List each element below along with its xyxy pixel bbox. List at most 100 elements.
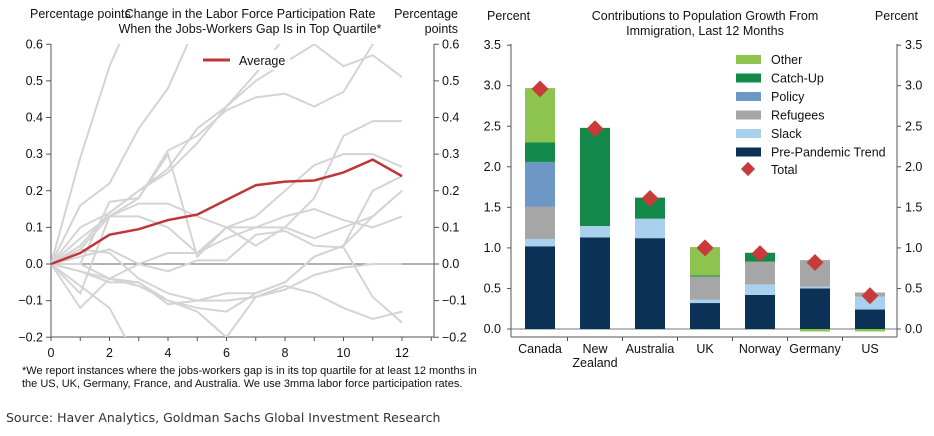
- y-tick-label-right: 0.6: [442, 37, 459, 51]
- bar-segment-policy: [525, 161, 555, 207]
- bar-segment-pre-pandemic-trend: [580, 237, 610, 329]
- bar-segment-pre-pandemic-trend: [800, 288, 830, 329]
- y-tick-label-right: 0.5: [905, 281, 922, 295]
- legend-swatch: [736, 55, 761, 64]
- x-category-label: US: [861, 342, 878, 356]
- instance-line: [51, 44, 403, 265]
- y-tick-label-right: 0.2: [442, 184, 459, 198]
- y-tick-label: 1.0: [484, 241, 501, 255]
- instance-line: [51, 120, 402, 265]
- y-tick-label-right: 0.0: [442, 257, 459, 271]
- bar-segment-slack: [690, 299, 720, 304]
- total-marker: [751, 245, 769, 263]
- y-tick-label: 0.0: [484, 322, 501, 336]
- instance-line: [51, 263, 403, 337]
- y-tick-label-right: 0.1: [442, 220, 459, 234]
- x-tick-label: 8: [282, 346, 289, 360]
- ylabel: Percentage points: [30, 7, 131, 21]
- bar-segment-pre-pandemic-trend: [525, 246, 555, 329]
- footnote: *We report instances where the jobs-work…: [22, 365, 477, 390]
- legend-label: Total: [771, 163, 797, 177]
- legend-swatch: [736, 129, 761, 138]
- legend-label: Policy: [771, 90, 805, 104]
- bar-segment-slack: [745, 284, 775, 295]
- average-line: [50, 158, 403, 266]
- bar-segment-slack: [800, 286, 830, 289]
- x-tick-label: 0: [48, 346, 55, 360]
- bar-segment-pre-pandemic-trend: [690, 303, 720, 329]
- y-tick-label: 3.0: [484, 79, 501, 93]
- bar-segment-pre-pandemic-trend: [855, 309, 885, 329]
- legend-label: Refugees: [771, 109, 825, 123]
- x-tick-label: 12: [395, 346, 409, 360]
- total-marker: [696, 239, 714, 257]
- y-tick-label-right: −0.2: [442, 330, 467, 344]
- legend-swatch: [736, 92, 761, 101]
- x-category-label: Germany: [789, 342, 841, 356]
- bar-segment-catch-up: [635, 197, 665, 219]
- total-marker: [861, 287, 879, 305]
- y-tick-label-right: −0.1: [442, 294, 467, 308]
- y-tick-label: 1.5: [484, 200, 501, 214]
- legend-swatch: [736, 147, 761, 157]
- x-tick-label: 2: [106, 346, 113, 360]
- bar-segment-pre-pandemic-trend: [635, 238, 665, 329]
- y-tick-label-right: 0.4: [442, 111, 459, 125]
- x-tick-label: 4: [165, 346, 172, 360]
- bar-segment-slack: [635, 218, 665, 239]
- instance-line: [51, 175, 403, 313]
- bar-segment-other: [800, 329, 830, 332]
- y-tick-label: 0.1: [26, 220, 43, 234]
- x-category-label: New: [582, 342, 608, 356]
- instance-line: [51, 44, 189, 265]
- x-category-label: Australia: [626, 342, 675, 356]
- right-chart-title: Contributions to Population Growth From …: [591, 9, 819, 38]
- y-tick-label-right: 3.0: [905, 79, 922, 93]
- instance-line: [51, 44, 121, 265]
- legend-bg: [195, 50, 290, 70]
- lines-group: [51, 44, 403, 337]
- y-tick-label-right: 1.0: [905, 241, 922, 255]
- right-ylabel-left: Percent: [487, 9, 531, 23]
- bar-segment-refugees: [525, 206, 555, 239]
- y-tick-label: 0.5: [484, 281, 501, 295]
- instance-line: [51, 230, 403, 324]
- legend-total-marker: [740, 161, 756, 177]
- right-ylabel-right: Percent: [874, 9, 918, 23]
- legend-label: Pre-Pandemic Trend: [771, 146, 886, 160]
- y-tick-label: −0.2: [18, 330, 43, 344]
- bar-segment-catch-up: [525, 142, 555, 162]
- left-ylabel-left: Percentage points: [30, 7, 131, 22]
- total-marker: [586, 120, 604, 138]
- x-tick-label: 6: [223, 346, 230, 360]
- bar-segment-pre-pandemic-trend: [745, 294, 775, 329]
- legend-swatch: [736, 73, 761, 83]
- instance-line: [51, 263, 127, 337]
- y-tick-label: 0.4: [26, 111, 43, 125]
- bar-segment-slack: [580, 226, 610, 238]
- x-category-label: Canada: [518, 342, 562, 356]
- y-tick-label: 2.5: [484, 119, 501, 133]
- instance-line: [51, 189, 403, 302]
- y-tick-label: −0.1: [18, 294, 43, 308]
- y-tick-label-right: 3.5: [905, 38, 922, 52]
- y-tick-label-right: 0.5: [442, 74, 459, 88]
- legend-average-label: Average: [239, 54, 285, 68]
- y-tick-label: 0.2: [26, 184, 43, 198]
- legend-swatch: [736, 110, 761, 120]
- legend-label: Other: [771, 53, 802, 67]
- bar-segment-catch-up: [690, 275, 720, 277]
- total-marker: [641, 189, 659, 207]
- y-tick-label: 0.5: [26, 74, 43, 88]
- source-note: Source: Haver Analytics, Goldman Sachs G…: [6, 410, 441, 425]
- legend-label: Slack: [771, 127, 802, 141]
- instance-line: [51, 263, 402, 306]
- y-tick-label: 0.3: [26, 147, 43, 161]
- y-tick-label: 3.5: [484, 38, 501, 52]
- x-category-label: UK: [696, 342, 714, 356]
- bar-segment-refugees: [745, 261, 775, 285]
- bar-segment-slack: [525, 238, 555, 247]
- y-tick-label-right: 2.0: [905, 160, 922, 174]
- legend-label: Catch-Up: [771, 72, 824, 86]
